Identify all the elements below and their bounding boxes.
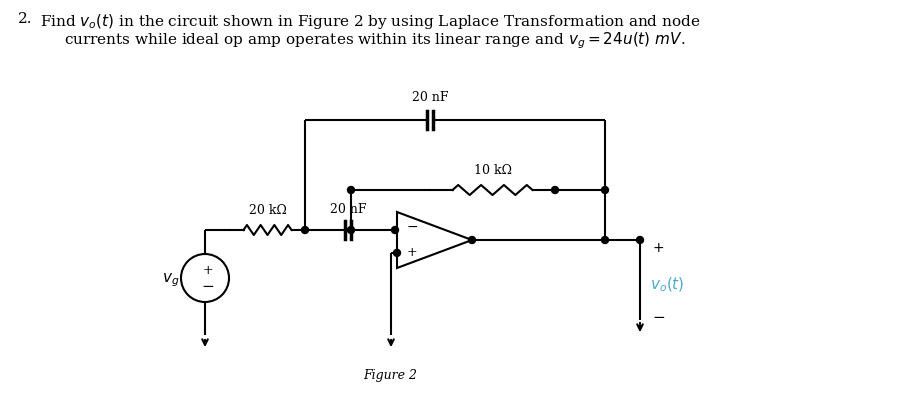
Text: −: − — [202, 280, 215, 294]
Circle shape — [636, 237, 643, 244]
Circle shape — [469, 237, 476, 244]
Text: currents while ideal op amp operates within its linear range and $v_g = 24u(t)$ : currents while ideal op amp operates wit… — [64, 30, 685, 51]
Circle shape — [602, 237, 609, 244]
Text: +: + — [652, 241, 663, 255]
Text: 2.: 2. — [18, 12, 33, 26]
Text: 10 kΩ: 10 kΩ — [473, 164, 511, 177]
Text: $v_o(t)$: $v_o(t)$ — [650, 276, 684, 294]
Text: 20 nF: 20 nF — [411, 91, 449, 104]
Text: −: − — [407, 220, 419, 234]
Text: Figure 2: Figure 2 — [363, 369, 417, 382]
Circle shape — [348, 187, 355, 193]
Text: +: + — [203, 263, 213, 277]
Text: $v_g$: $v_g$ — [162, 271, 179, 289]
Circle shape — [348, 226, 355, 233]
Circle shape — [602, 187, 609, 193]
Circle shape — [393, 250, 400, 256]
Text: 20 kΩ: 20 kΩ — [248, 204, 287, 217]
Circle shape — [551, 187, 559, 193]
Text: Find $v_o(t)$ in the circuit shown in Figure 2 by using Laplace Transformation a: Find $v_o(t)$ in the circuit shown in Fi… — [40, 12, 701, 31]
Circle shape — [301, 226, 308, 233]
Text: 20 nF: 20 nF — [329, 203, 366, 216]
Circle shape — [391, 226, 399, 233]
Text: −: − — [652, 310, 664, 325]
Text: +: + — [407, 246, 418, 259]
